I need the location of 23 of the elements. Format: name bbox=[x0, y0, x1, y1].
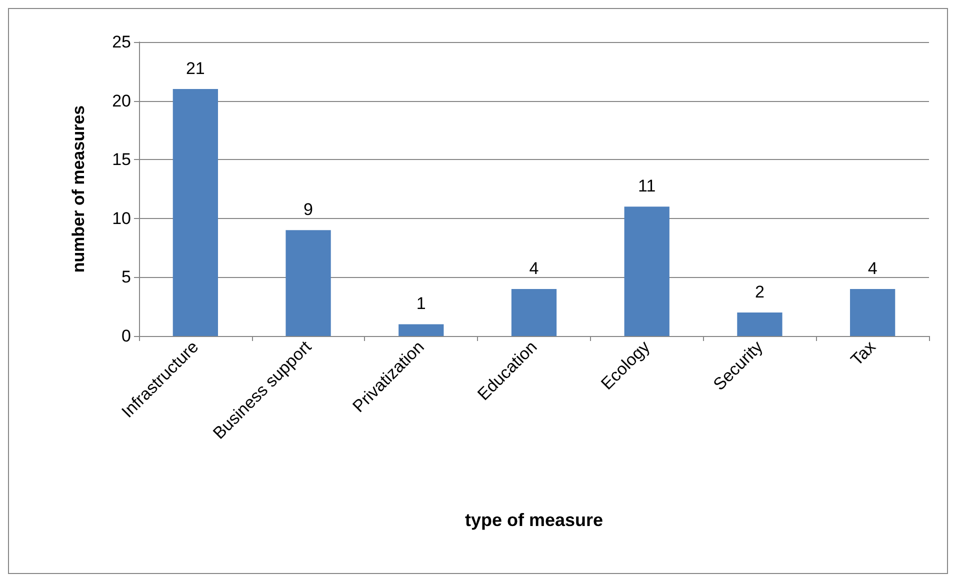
y-axis-title: number of measures bbox=[69, 105, 88, 273]
y-tick-label: 5 bbox=[122, 268, 131, 287]
bar bbox=[737, 312, 782, 336]
data-label: 4 bbox=[529, 258, 539, 278]
data-label: 4 bbox=[868, 258, 878, 278]
data-label: 9 bbox=[304, 200, 314, 220]
x-axis-title: type of measure bbox=[464, 510, 604, 530]
bar bbox=[624, 206, 670, 336]
bar bbox=[286, 230, 331, 336]
bar bbox=[398, 324, 444, 336]
y-tick-label: 20 bbox=[112, 91, 131, 110]
data-label: 1 bbox=[416, 294, 426, 314]
data-label: 21 bbox=[186, 59, 205, 78]
bar bbox=[172, 89, 218, 336]
x-tick-label: Tax bbox=[847, 336, 880, 370]
y-tick-label: 15 bbox=[112, 150, 131, 170]
data-label: 2 bbox=[754, 282, 764, 302]
y-tick-label: 25 bbox=[112, 32, 131, 52]
y-tick-label: 0 bbox=[122, 326, 131, 346]
bar bbox=[511, 288, 557, 336]
data-label: 11 bbox=[638, 176, 656, 196]
bar bbox=[850, 288, 896, 336]
y-tick-label: 10 bbox=[112, 208, 131, 228]
